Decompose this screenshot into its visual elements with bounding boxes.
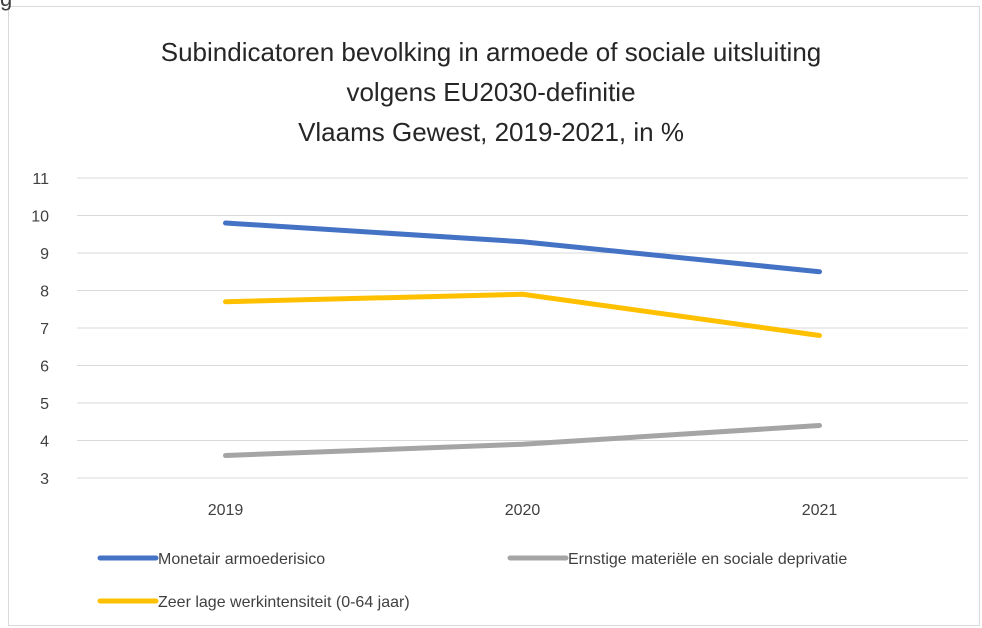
y-tick-label: 11 [32,171,49,188]
y-tick-label: 7 [40,321,49,338]
series-line-0 [223,220,822,275]
y-tick-label: 6 [40,359,49,376]
chart-title-line-2: volgens EU2030-definitie [346,77,636,107]
x-tick-label: 2021 [802,502,838,519]
data-point [819,425,820,426]
y-tick-label: 5 [40,396,49,413]
data-point [225,301,226,303]
data-point [225,455,226,456]
x-tick-label: 2019 [208,502,244,519]
y-tick-label: 8 [40,284,49,301]
data-point [522,443,523,445]
chart-title-line-3: Vlaams Gewest, 2019-2021, in % [298,117,684,147]
x-axis-ticks: 2019 2020 2021 [208,502,838,519]
data-point [819,335,820,336]
x-tick-label: 2020 [505,502,541,519]
y-tick-label: 4 [40,434,49,451]
clipped-top-text: g [0,0,12,12]
series-lines [223,220,822,458]
chart-frame [8,6,980,626]
series-line-2 [223,291,822,338]
y-tick-label: 3 [40,471,49,488]
chart-title: Subindicatoren bevolking in armoede of s… [0,32,982,152]
legend-label-1: Ernstige materiële en sociale deprivatie [568,551,847,568]
legend: Monetair armoederisico Ernstige materiële… [97,551,847,611]
data-point [225,222,226,224]
legend-label-2: Zeer lage werkintensiteit (0-64 jaar) [158,594,410,611]
legend-label-0: Monetair armoederisico [158,551,325,568]
chart-title-line-1: Subindicatoren bevolking in armoede of s… [160,37,822,67]
y-tick-label: 10 [31,209,49,226]
data-point [522,241,523,243]
data-point [819,271,820,273]
gridlines [77,177,968,479]
data-point [522,293,523,295]
y-axis-ticks: 3 4 5 6 7 8 9 10 11 [31,171,49,488]
y-tick-label: 9 [40,246,49,263]
